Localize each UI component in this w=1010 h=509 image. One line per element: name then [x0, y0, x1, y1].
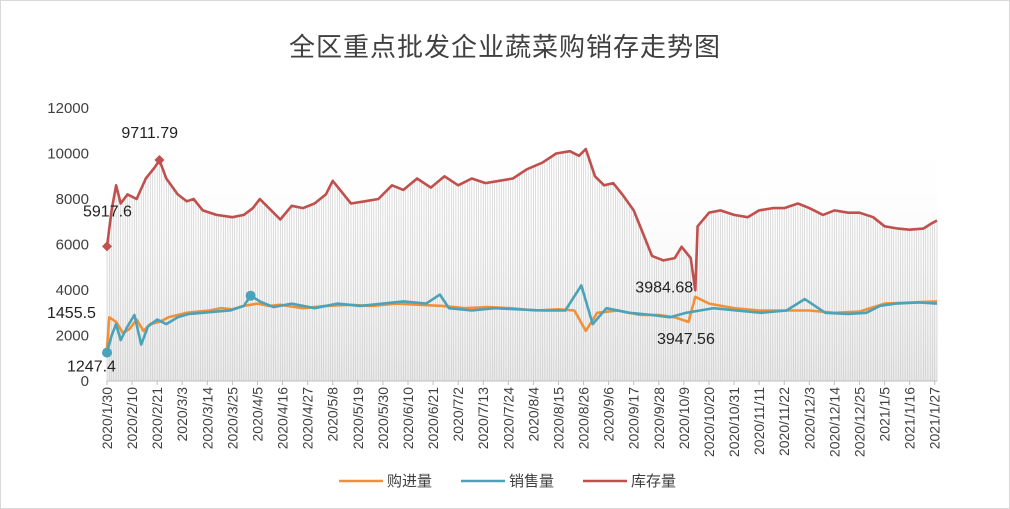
data-label: 9711.79: [121, 125, 178, 142]
x-tick-label: 2020/5/8: [325, 387, 341, 442]
y-axis: 0 2000 4000 6000 8000 10000 12000: [47, 100, 89, 390]
x-tick-label: 2020/7/13: [475, 387, 491, 449]
x-tick-label: 2020/6/10: [400, 387, 416, 449]
x-tick-label: 2020/12/3: [801, 387, 817, 449]
x-axis: 2020/1/30 2020/2/10 2020/2/21 2020/3/3 2020/…: [99, 380, 943, 457]
x-tick-label: 2020/4/5: [250, 387, 266, 442]
data-label: 1247.4: [67, 359, 116, 376]
legend-label: 库存量: [631, 472, 676, 490]
x-tick-label: 2021/1/27: [927, 387, 943, 449]
x-tick-label: 2020/2/21: [149, 387, 165, 449]
data-label: 3984.68: [635, 279, 693, 296]
y-tick-label: 6000: [56, 237, 89, 254]
x-tick-label: 2020/11/11: [751, 387, 767, 455]
x-tick-label: 2020/9/28: [651, 387, 667, 449]
x-tick-label: 2020/8/15: [551, 387, 567, 449]
hatch-background: [106, 149, 938, 381]
legend: 购进量 销售量 库存量: [339, 472, 676, 490]
x-tick-label: 2020/1/30: [99, 387, 115, 449]
data-label: 5917.6: [83, 203, 132, 220]
x-tick-label: 2020/2/10: [124, 387, 140, 449]
series-line: [105, 284, 938, 353]
data-label: 1455.5: [47, 305, 96, 322]
x-tick-label: 2020/9/17: [626, 387, 642, 449]
x-tick-label: 2020/10/31: [726, 387, 742, 457]
y-tick-label: 4000: [56, 282, 89, 299]
legend-label: 购进量: [387, 472, 432, 490]
series-line: [105, 295, 938, 348]
data-marker: [245, 290, 256, 301]
x-tick-label: 2020/4/27: [300, 387, 316, 449]
x-tick-label: 2020/4/16: [275, 387, 291, 449]
x-tick-label: 2020/5/19: [350, 387, 366, 449]
data-marker: [102, 347, 112, 358]
x-tick-label: 2020/9/6: [601, 387, 617, 442]
x-tick-label: 2020/6/21: [425, 387, 441, 449]
x-tick-label: 2020/8/26: [576, 387, 592, 449]
data-label: 3947.56: [657, 331, 715, 348]
y-tick-label: 10000: [47, 146, 89, 163]
x-tick-label: 2020/3/3: [174, 387, 190, 442]
chart-title: 全区重点批发企业蔬菜购销存走势图: [288, 33, 721, 63]
y-tick-label: 12000: [47, 100, 89, 117]
x-tick-label: 2021/1/16: [902, 387, 918, 449]
x-tick-label: 2021/1/5: [877, 387, 893, 442]
x-tick-label: 2020/11/22: [776, 387, 792, 456]
x-tick-label: 2020/3/14: [199, 387, 215, 449]
y-tick-label: 0: [81, 373, 89, 390]
x-tick-label: 2020/7/24: [500, 387, 516, 449]
x-tick-label: 2020/10/9: [676, 387, 692, 449]
x-tick-label: 2020/3/25: [224, 387, 240, 449]
series-line: [105, 147, 938, 292]
x-tick-label: 2020/5/30: [375, 387, 391, 449]
daily-bars: [106, 149, 938, 381]
x-tick-label: 2020/12/14: [826, 387, 842, 457]
y-tick-label: 8000: [56, 191, 89, 208]
y-tick-label: 2000: [56, 328, 89, 345]
data-marker: [102, 241, 112, 252]
legend-label: 销售量: [509, 472, 554, 490]
data-marker: [154, 155, 165, 166]
x-tick-label: 2020/7/2: [450, 387, 466, 442]
x-tick-label: 2020/12/25: [852, 387, 868, 457]
x-tick-label: 2020/8/4: [525, 387, 541, 442]
x-tick-label: 2020/10/20: [701, 387, 717, 457]
